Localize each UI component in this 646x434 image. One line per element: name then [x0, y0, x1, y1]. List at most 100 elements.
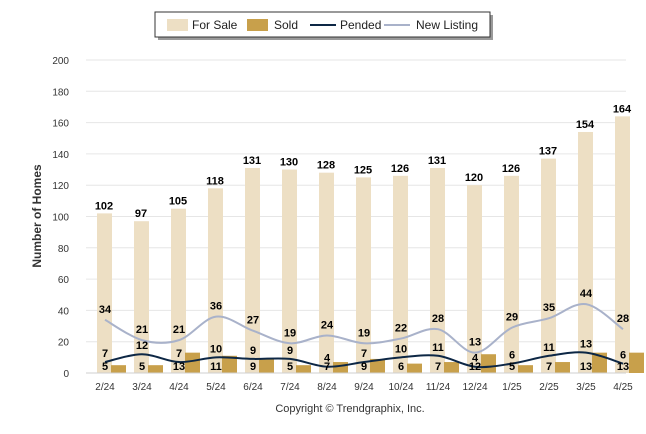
pended-value-label: 7	[102, 348, 108, 360]
y-tick-label: 20	[58, 338, 70, 349]
y-tick-label: 80	[58, 244, 70, 255]
x-tick-label: 7/24	[280, 382, 300, 393]
x-tick-label: 8/24	[317, 382, 337, 393]
sold-bar	[407, 363, 422, 373]
pended-line	[104, 351, 624, 369]
for-sale-value-label: 120	[465, 172, 483, 184]
new-listing-value-label: 13	[469, 337, 481, 349]
new-listing-legend-label: New Listing	[416, 18, 478, 32]
for-sale-bars	[97, 116, 630, 373]
for-sale-value-label: 102	[95, 200, 113, 212]
for-sale-bar	[393, 175, 408, 373]
for-sale-bar	[578, 131, 593, 373]
pended-value-label: 13	[580, 339, 592, 351]
y-axis-label: Number of Homes	[30, 164, 44, 268]
sold-value-label: 12	[469, 361, 481, 373]
copyright-text: Copyright © Trendgraphix, Inc.	[275, 403, 424, 415]
x-tick-label: 2/24	[95, 382, 115, 393]
for-sale-legend-label: For Sale	[192, 18, 238, 32]
pended-value-label: 7	[176, 348, 182, 360]
for-sale-value-label: 130	[280, 157, 298, 169]
for-sale-bar	[356, 177, 371, 373]
pended-value-label: 6	[620, 350, 626, 362]
sold-value-label: 13	[580, 361, 592, 373]
new-listing-value-label: 24	[321, 319, 334, 331]
new-listing-value-label: 28	[617, 313, 629, 325]
sold-value-label: 9	[361, 361, 367, 373]
sold-value-label: 7	[546, 361, 552, 373]
pended-value-label: 4	[472, 353, 479, 365]
y-tick-label: 60	[58, 275, 70, 286]
x-tick-label: 11/24	[426, 382, 451, 393]
x-tick-label: 5/24	[206, 382, 226, 393]
sold-bar	[629, 352, 644, 373]
new-listing-value-label: 27	[247, 315, 259, 327]
new-listing-value-label: 36	[210, 301, 222, 313]
y-tick-label: 40	[58, 306, 70, 317]
sold-legend-swatch	[247, 19, 268, 31]
new-listing-value-label: 28	[432, 313, 444, 325]
for-sale-value-label: 105	[169, 196, 187, 208]
sold-value-label: 9	[250, 361, 256, 373]
for-sale-bar	[467, 185, 482, 373]
x-tick-label: 12/24	[462, 382, 487, 393]
new-listing-value-label: 21	[136, 324, 148, 336]
sold-bar	[296, 365, 311, 373]
new-listing-value-label: 19	[284, 327, 296, 339]
y-tick-label: 200	[52, 56, 69, 67]
pended-value-label: 4	[324, 353, 331, 365]
pended-value-label: 10	[210, 343, 222, 355]
x-tick-label: 6/24	[243, 382, 263, 393]
sold-value-label: 7	[324, 361, 330, 373]
for-sale-bar	[171, 208, 186, 373]
x-tick-label: 1/25	[502, 382, 522, 393]
for-sale-bar	[134, 221, 149, 373]
pended-value-label: 12	[136, 340, 148, 352]
sold-value-label: 5	[509, 361, 515, 373]
sold-value-label: 11	[210, 361, 222, 373]
new-listing-value-label: 19	[358, 327, 370, 339]
sold-legend-label: Sold	[274, 18, 298, 32]
for-sale-legend-swatch	[167, 19, 188, 31]
y-tick-label: 180	[52, 87, 69, 98]
pended-value-label: 11	[543, 342, 555, 354]
y-axis-ticks: 0 20 40 60 80 100 120 140 160 180 200	[52, 56, 69, 380]
sold-bar	[370, 358, 385, 373]
for-sale-value-label: 131	[243, 155, 261, 167]
sold-value-label: 7	[435, 361, 441, 373]
sold-value-label: 13	[617, 361, 629, 373]
for-sale-value-label: 97	[135, 208, 147, 220]
new-listing-line	[104, 303, 624, 354]
for-sale-bar	[97, 213, 112, 373]
for-sale-bar	[504, 175, 519, 373]
legend: For Sale Sold Pended New Listing	[154, 11, 493, 40]
sold-bar	[444, 362, 459, 373]
for-sale-value-label: 128	[317, 160, 335, 172]
sold-bar	[555, 362, 570, 373]
new-listing-value-label: 29	[506, 312, 518, 324]
for-sale-bar	[430, 167, 445, 373]
for-sale-value-label: 125	[354, 164, 372, 176]
for-sale-value-label: 154	[576, 119, 595, 131]
new-listing-value-label: 44	[580, 288, 593, 300]
sold-value-label: 6	[398, 361, 404, 373]
sold-bar	[185, 352, 200, 373]
pended-value-label: 9	[250, 345, 256, 357]
x-tick-label: 9/24	[354, 382, 374, 393]
sold-bar	[333, 362, 348, 373]
x-tick-label: 4/25	[613, 382, 633, 393]
new-listing-value-label: 35	[543, 302, 555, 314]
pended-value-label: 11	[432, 342, 444, 354]
for-sale-value-label: 164	[613, 103, 632, 115]
pended-legend-label: Pended	[340, 18, 381, 32]
sold-value-label: 5	[102, 361, 108, 373]
for-sale-bar	[282, 169, 297, 373]
sold-bar	[148, 365, 163, 373]
for-sale-bar	[615, 116, 630, 373]
x-axis-ticks: 2/24 3/24 4/24 5/24 6/24 7/24 8/24 9/24 10/24 11/…	[95, 382, 633, 393]
for-sale-bar	[319, 172, 334, 373]
pended-value-label: 7	[361, 348, 367, 360]
for-sale-value-label: 131	[428, 155, 446, 167]
x-tick-label: 2/25	[539, 382, 559, 393]
